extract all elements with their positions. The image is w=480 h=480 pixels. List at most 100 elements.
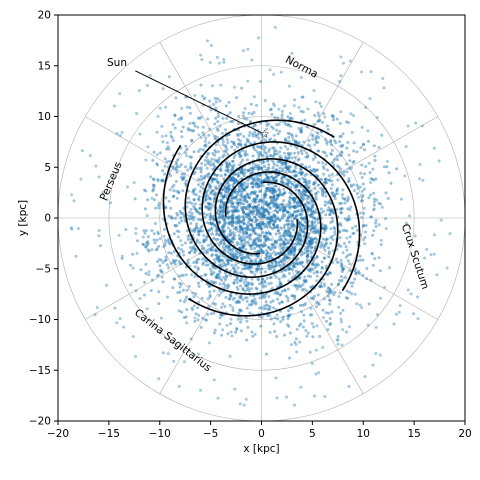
scatter-point: [192, 261, 196, 265]
scatter-point: [226, 245, 230, 249]
scatter-point: [313, 180, 317, 184]
scatter-point: [244, 283, 248, 287]
scatter-point: [169, 215, 173, 219]
scatter-point: [343, 229, 347, 233]
scatter-point: [239, 317, 243, 321]
scatter-point: [203, 158, 207, 162]
scatter-point: [218, 316, 222, 320]
scatter-point: [307, 268, 311, 272]
scatter-point: [236, 317, 240, 321]
scatter-point: [294, 242, 298, 246]
scatter-point: [315, 264, 319, 268]
scatter-point: [251, 334, 255, 338]
scatter-point: [254, 197, 258, 201]
scatter-point: [266, 176, 270, 180]
scatter-point: [264, 352, 268, 356]
scatter-point: [285, 233, 289, 237]
scatter-point: [245, 338, 249, 342]
scatter-point: [320, 178, 324, 182]
scatter-point: [204, 238, 208, 242]
scatter-point: [215, 55, 219, 59]
scatter-point: [193, 229, 197, 233]
scatter-point: [259, 226, 263, 230]
scatter-point: [309, 296, 313, 300]
scatter-point: [278, 293, 282, 297]
scatter-point: [219, 174, 223, 178]
scatter-point: [344, 162, 348, 166]
scatter-point: [151, 158, 155, 162]
scatter-point: [240, 252, 244, 256]
scatter-point: [74, 254, 78, 258]
scatter-point: [228, 293, 232, 297]
scatter-point: [278, 150, 282, 154]
scatter-point: [229, 204, 233, 208]
x-tick-label: 10: [357, 428, 370, 440]
scatter-point: [311, 205, 315, 209]
scatter-point: [271, 165, 275, 169]
scatter-point: [331, 219, 335, 223]
scatter-point: [202, 97, 206, 101]
scatter-point: [163, 238, 167, 242]
scatter-point: [348, 262, 352, 266]
scatter-point: [319, 186, 323, 190]
scatter-point: [310, 238, 314, 242]
scatter-point: [156, 178, 160, 182]
scatter-point: [313, 187, 317, 191]
scatter-point: [317, 135, 321, 139]
scatter-point: [314, 372, 318, 376]
scatter-point: [336, 261, 340, 265]
scatter-point: [395, 167, 399, 171]
scatter-point: [231, 231, 235, 235]
scatter-point: [197, 133, 201, 137]
scatter-point: [185, 154, 189, 158]
scatter-point: [285, 166, 289, 170]
scatter-point: [152, 183, 156, 187]
scatter-point: [174, 168, 178, 172]
scatter-point: [167, 147, 171, 151]
scatter-point: [384, 191, 388, 195]
scatter-point: [263, 225, 267, 229]
scatter-point: [239, 295, 243, 299]
scatter-point: [115, 131, 119, 135]
scatter-point: [152, 178, 156, 182]
scatter-point: [271, 160, 275, 164]
scatter-point: [120, 130, 124, 134]
scatter-point: [339, 144, 343, 148]
scatter-point: [275, 164, 279, 168]
scatter-point: [213, 122, 217, 126]
scatter-point: [214, 150, 218, 154]
scatter-point: [355, 184, 359, 188]
scatter-point: [346, 197, 350, 201]
scatter-point: [275, 396, 279, 400]
scatter-point: [324, 242, 328, 246]
scatter-point: [288, 231, 292, 235]
scatter-point: [228, 354, 232, 358]
scatter-point: [324, 241, 328, 245]
scatter-point: [338, 230, 342, 234]
scatter-point: [222, 153, 226, 157]
scatter-point: [286, 139, 290, 143]
sun-icon: ☆: [259, 127, 270, 141]
scatter-point: [286, 323, 290, 327]
scatter-point: [304, 280, 308, 284]
scatter-point: [252, 123, 256, 127]
scatter-point: [314, 192, 318, 196]
scatter-point: [307, 165, 311, 169]
scatter-point: [294, 174, 298, 178]
scatter-point: [280, 300, 284, 304]
scatter-point: [216, 181, 220, 185]
scatter-point: [174, 166, 178, 170]
scatter-point: [266, 216, 270, 220]
scatter-point: [378, 296, 382, 300]
scatter-point: [176, 291, 180, 295]
scatter-point: [373, 158, 377, 162]
scatter-point: [279, 206, 283, 210]
scatter-point: [327, 298, 331, 302]
scatter-point: [286, 313, 290, 317]
scatter-point: [238, 308, 242, 312]
scatter-point: [361, 273, 365, 277]
scatter-point: [228, 162, 232, 166]
scatter-point: [146, 248, 150, 252]
scatter-point: [180, 310, 184, 314]
scatter-point: [311, 262, 315, 266]
